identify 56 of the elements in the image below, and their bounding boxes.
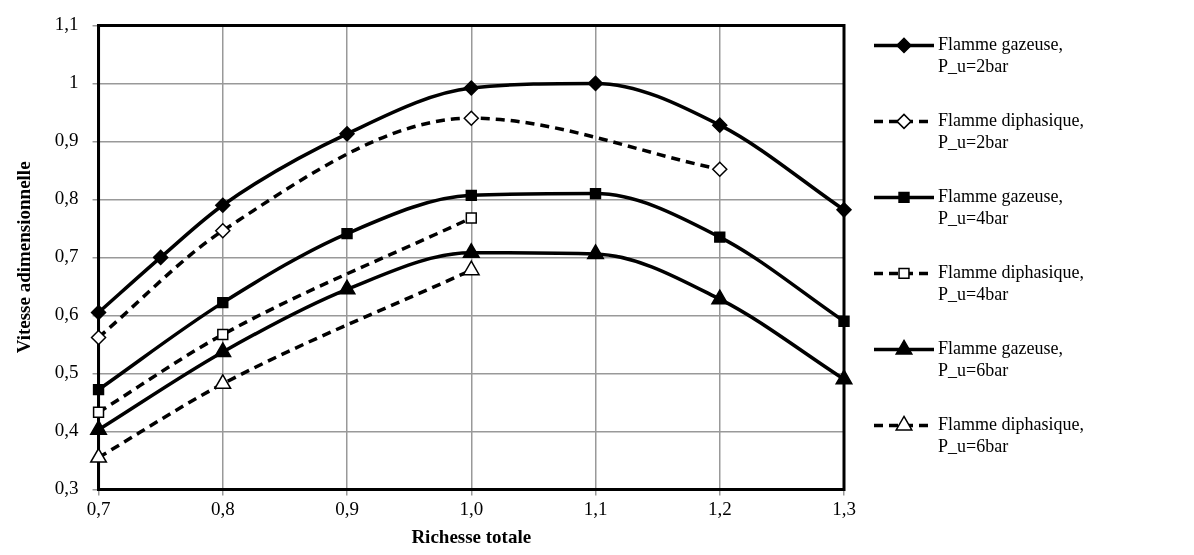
y-axis-title: Vitesse adimensionnelle [13, 161, 35, 354]
point [90, 419, 108, 435]
point [215, 222, 231, 239]
point [462, 260, 480, 276]
y-tick-label: 0,5 [54, 361, 79, 383]
legend-label: Flamme gazeuse, P_u=2bar [938, 34, 1063, 77]
y-tick-label: 0,7 [54, 245, 79, 267]
point [586, 244, 605, 260]
y-tick-label: 1 [69, 71, 79, 93]
point [90, 329, 107, 346]
y-tick-label: 0,4 [54, 419, 80, 441]
y-tick-label: 0,9 [54, 129, 79, 151]
point [589, 187, 602, 200]
point [838, 315, 850, 327]
point [217, 296, 229, 309]
point [465, 189, 477, 202]
x-tick-label: 1,3 [832, 497, 856, 519]
point [712, 161, 728, 177]
point [90, 304, 107, 321]
legend-label: Flamme diphasique, P_u=6bar [938, 414, 1084, 457]
point [835, 369, 853, 385]
point [217, 328, 229, 341]
point [836, 202, 852, 218]
point [463, 80, 480, 96]
point [712, 117, 728, 133]
point [463, 110, 480, 126]
point [714, 231, 726, 243]
x-tick-label: 0,8 [210, 497, 235, 519]
y-tick-label: 0,3 [54, 477, 79, 499]
x-tick-label: 0,7 [86, 497, 111, 519]
legend-label: Flamme gazeuse, P_u=4bar [938, 186, 1063, 229]
point [214, 342, 232, 358]
point [90, 447, 108, 463]
legend-label: Flamme diphasique, P_u=4bar [938, 262, 1084, 305]
point [341, 227, 353, 240]
x-tick-label: 0,9 [335, 497, 359, 519]
point [339, 126, 355, 142]
y-tick-label: 0,8 [54, 187, 79, 209]
x-tick-label: 1,1 [583, 497, 608, 519]
point [214, 374, 232, 390]
point [92, 406, 105, 418]
x-axis-title: Richesse totale [411, 525, 532, 547]
point [587, 75, 604, 92]
point [215, 197, 231, 213]
point [92, 383, 105, 396]
point [338, 279, 356, 295]
legend-label: Flamme gazeuse, P_u=6bar [938, 338, 1063, 381]
y-tick-label: 0,6 [54, 303, 79, 325]
point [711, 289, 729, 305]
x-tick-label: 1,0 [459, 497, 484, 519]
point [462, 243, 480, 259]
x-tick-label: 1,2 [707, 497, 732, 519]
legend-label: Flamme diphasique, P_u=2bar [938, 110, 1084, 153]
point [152, 249, 169, 266]
y-tick-label: 1,1 [54, 13, 79, 35]
point [465, 212, 477, 224]
